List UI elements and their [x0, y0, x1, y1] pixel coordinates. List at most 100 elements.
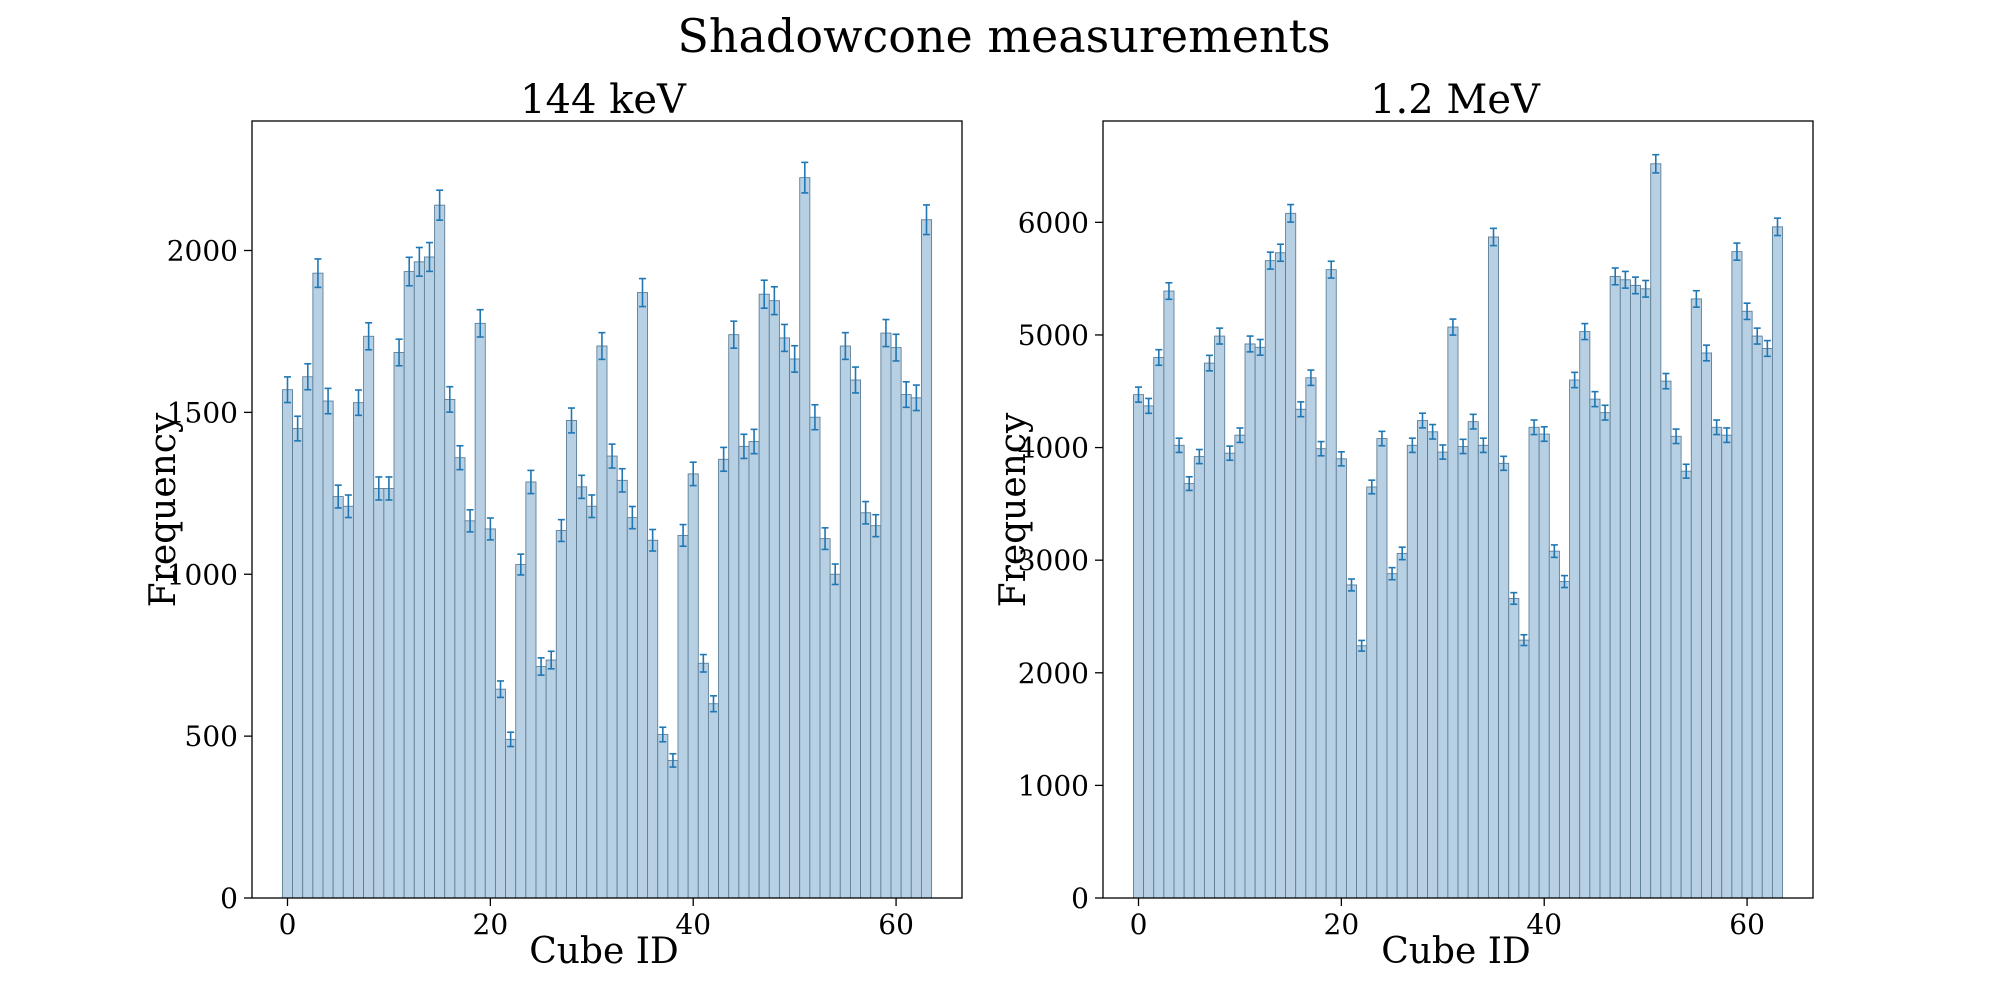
error-bar	[1185, 475, 1193, 492]
x-tick-label: 40	[675, 908, 711, 941]
error-bar	[1652, 153, 1660, 174]
ticks-layer: 0 20 40 60 0 1000 2000 3000 4000 5000 6000	[1018, 206, 1765, 941]
x-tick-label: 60	[878, 908, 914, 941]
bar	[1416, 420, 1429, 899]
x-axis-label: Cube ID	[529, 931, 679, 972]
error-bar	[1216, 327, 1224, 345]
bar	[819, 538, 831, 899]
error-bar	[740, 433, 748, 460]
bar	[636, 292, 649, 899]
error-bar	[436, 189, 444, 221]
bar	[1751, 335, 1763, 899]
error-bar	[1307, 369, 1315, 387]
y-tick-label: 4000	[1018, 432, 1089, 465]
bar	[342, 505, 354, 899]
y-tick-label: 1000	[1018, 769, 1089, 802]
bar	[1183, 483, 1195, 899]
error-bar	[628, 505, 636, 530]
bar	[1203, 362, 1216, 899]
error-bar	[557, 518, 565, 543]
error-bar	[811, 403, 819, 431]
error-bar	[1774, 217, 1781, 237]
error-bar	[1337, 450, 1345, 467]
error-bar	[415, 246, 423, 277]
error-bar	[1601, 404, 1609, 421]
error-bar	[1733, 242, 1741, 261]
bar	[707, 703, 720, 899]
bar	[423, 256, 436, 899]
bar	[616, 479, 628, 899]
bar	[363, 335, 375, 899]
bar	[890, 347, 902, 899]
error-bar	[456, 444, 464, 471]
bar	[1214, 335, 1226, 899]
error-bar	[355, 389, 362, 417]
bar	[758, 293, 770, 899]
bar	[880, 332, 892, 899]
bar	[555, 530, 567, 899]
bar	[1660, 380, 1672, 899]
bar	[697, 662, 709, 899]
error-bar	[1419, 412, 1426, 429]
error-bar	[1165, 281, 1173, 301]
bar	[1224, 452, 1236, 899]
error-bar	[923, 204, 930, 236]
bar	[860, 512, 872, 899]
bar	[1193, 456, 1205, 899]
bar	[1528, 426, 1540, 899]
panel-144kev: 144 keV Cube ID Frequency 0 20 40 60 0 500 100…	[143, 77, 963, 972]
error-bar	[598, 331, 606, 361]
bar	[1731, 251, 1743, 899]
bar	[1498, 462, 1510, 899]
error-bar	[1145, 397, 1153, 415]
bar	[1173, 444, 1185, 899]
bar	[748, 441, 760, 899]
x-tick-label: 0	[1130, 908, 1148, 941]
error-bar	[892, 333, 900, 362]
error-bar	[730, 320, 738, 349]
bar	[657, 734, 669, 899]
bar	[809, 416, 821, 899]
error-bar	[1642, 279, 1650, 298]
error-bar	[446, 385, 454, 413]
error-bar	[1135, 386, 1142, 403]
bar	[1132, 394, 1145, 899]
error-bar	[639, 277, 646, 308]
bar	[647, 539, 659, 899]
error-bar	[1621, 270, 1629, 289]
bar	[1437, 451, 1449, 899]
bar	[1285, 212, 1297, 899]
error-bar	[1591, 390, 1599, 408]
bars-layer	[281, 161, 933, 899]
bar	[910, 397, 922, 899]
error-bar	[1317, 440, 1325, 457]
error-bar	[1510, 591, 1518, 606]
x-tick-label: 0	[279, 908, 297, 941]
error-bar	[1611, 267, 1619, 286]
error-bar	[1672, 428, 1680, 445]
axes-frame	[251, 120, 963, 899]
bar	[393, 352, 405, 899]
error-bar	[1206, 354, 1213, 372]
error-bar	[395, 338, 403, 367]
bar	[576, 486, 588, 899]
error-bar	[1408, 437, 1416, 454]
y-tick-label: 2000	[1018, 657, 1089, 690]
bar	[1538, 433, 1550, 899]
error-bar	[1571, 371, 1579, 389]
bar	[1396, 552, 1408, 899]
error-bar	[1662, 372, 1670, 390]
error-bar	[1632, 276, 1639, 295]
bar	[1670, 435, 1682, 899]
error-bar	[1327, 260, 1335, 279]
bar	[586, 505, 598, 899]
figure-title: Shadowcone measurements	[677, 9, 1330, 63]
bar	[352, 402, 365, 899]
bar	[738, 445, 750, 899]
error-bar	[1439, 444, 1447, 460]
y-tick-label: 3000	[1018, 544, 1089, 577]
error-bar	[862, 500, 870, 525]
error-bar	[1550, 544, 1558, 559]
y-tick-label: 1000	[167, 558, 238, 591]
bar	[1305, 377, 1317, 899]
